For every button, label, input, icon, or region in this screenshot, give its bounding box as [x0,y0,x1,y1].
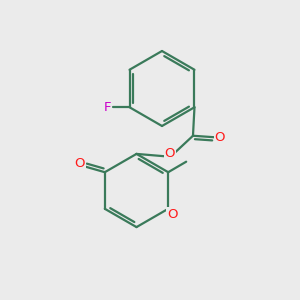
Text: F: F [104,101,111,114]
Text: O: O [74,157,85,170]
Text: O: O [167,208,178,221]
Text: O: O [165,147,175,160]
Text: O: O [215,131,225,144]
